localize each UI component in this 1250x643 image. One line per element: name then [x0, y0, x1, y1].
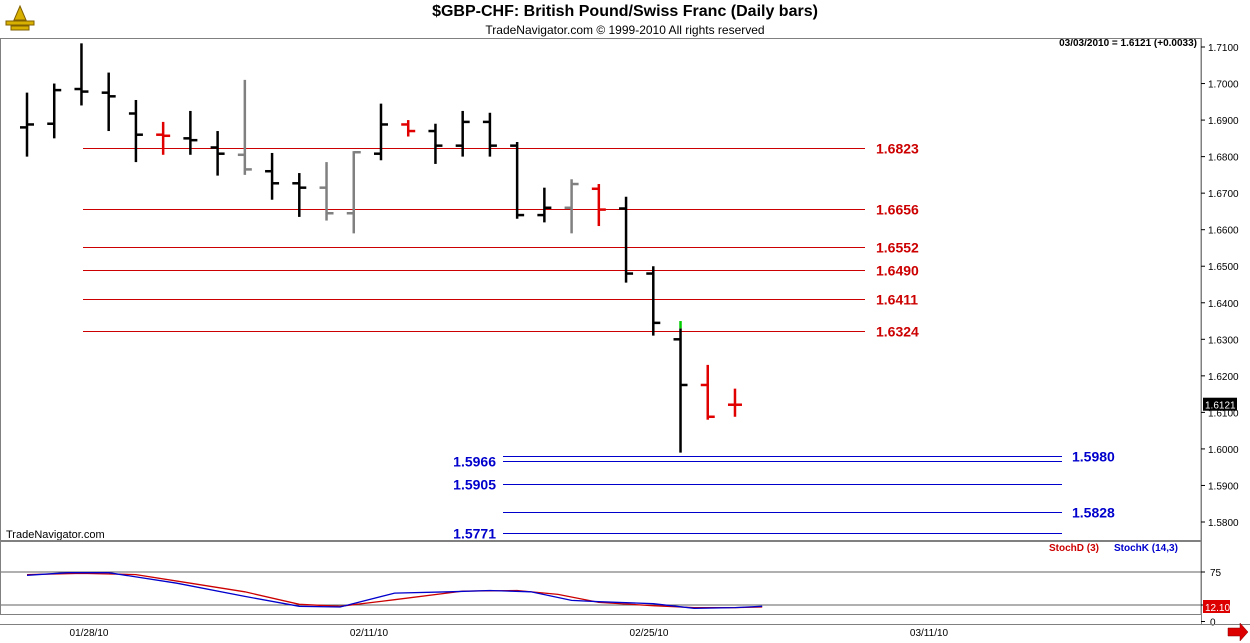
y-tick-label: 1.6500 [1208, 262, 1239, 273]
x-tick-label: 02/25/10 [630, 628, 669, 639]
stoch-y-tick-label: 75 [1210, 568, 1222, 579]
last-price-box [1203, 397, 1237, 411]
x-tick-label: 03/11/10 [910, 628, 949, 639]
stoch-value-label: 12.10 [1205, 603, 1230, 614]
y-tick-label: 1.6200 [1208, 372, 1239, 383]
price-plot-frame [0, 38, 1202, 541]
legend-stochd: StochD (3) [1049, 543, 1099, 554]
support-label: 1.5828 [1072, 505, 1115, 521]
stoch-value-box [1203, 600, 1230, 613]
chart-title: $GBP-CHF: British Pound/Swiss Franc (Dai… [432, 3, 818, 20]
resistance-label: 1.6823 [876, 141, 919, 157]
support-label: 1.5966 [453, 454, 496, 470]
y-tick-label: 1.6600 [1208, 226, 1239, 237]
stoch-line [26, 572, 763, 609]
y-tick-label: 1.6400 [1208, 299, 1239, 310]
trade-navigator-logo-icon [2, 2, 38, 34]
resistance-label: 1.6552 [876, 240, 919, 256]
y-tick-label: 1.7100 [1208, 43, 1239, 54]
stoch-plot-frame [0, 541, 1202, 615]
y-tick-label: 1.6800 [1208, 153, 1239, 164]
y-tick-label: 1.6000 [1208, 445, 1239, 456]
resistance-label: 1.6411 [876, 292, 918, 308]
resistance-label: 1.6490 [876, 263, 919, 279]
resistance-label: 1.6656 [876, 202, 919, 218]
chart-subtitle: TradeNavigator.com © 1999-2010 All right… [485, 23, 765, 37]
support-label: 1.5905 [453, 477, 496, 493]
y-tick-label: 1.6700 [1208, 189, 1239, 200]
last-price-label: 1.6121 [1205, 401, 1236, 412]
y-tick-label: 1.5900 [1208, 481, 1239, 492]
watermark: TradeNavigator.com [6, 529, 105, 541]
price-readout: 03/03/2010 = 1.6121 (+0.0033) [1059, 38, 1197, 49]
resistance-label: 1.6324 [876, 324, 919, 340]
stoch-y-tick-label: 0 [1210, 618, 1216, 629]
y-tick-label: 1.6300 [1208, 335, 1239, 346]
x-tick-label: 02/11/10 [350, 628, 389, 639]
y-tick-label: 1.6100 [1208, 408, 1239, 419]
x-tick-label: 01/28/10 [70, 628, 109, 639]
support-label: 1.5980 [1072, 449, 1115, 465]
legend-stochk: StochK (14,3) [1114, 543, 1178, 554]
stoch-line [26, 572, 763, 609]
y-tick-label: 1.7000 [1208, 80, 1239, 91]
support-label: 1.5771 [453, 526, 496, 542]
red-arrow-right-icon[interactable] [1227, 622, 1249, 642]
y-tick-label: 1.5800 [1208, 518, 1239, 529]
y-tick-label: 1.6900 [1208, 116, 1239, 127]
